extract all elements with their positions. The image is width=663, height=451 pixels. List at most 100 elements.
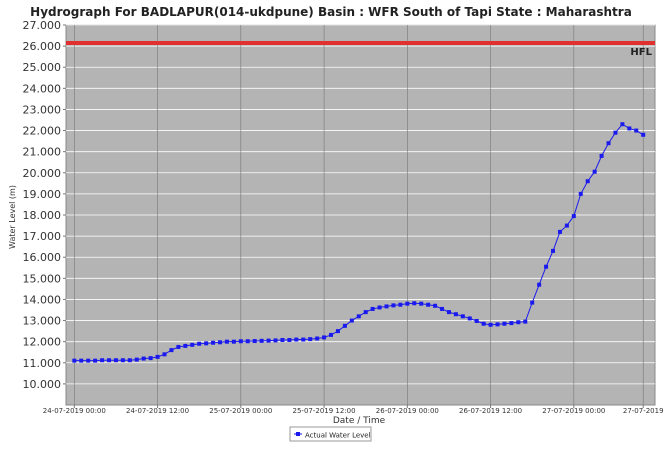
data-point [113,358,118,363]
y-tick-label: 18.000 [23,209,62,222]
legend-box [289,426,372,442]
data-point [578,191,583,196]
data-point [585,179,590,184]
data-point [599,153,604,158]
data-point [537,282,542,287]
data-point [211,340,216,345]
data-point [301,337,306,342]
x-tick-label: 24-07-2019 00:00 [43,407,106,415]
y-tick-label: 20.000 [23,167,62,180]
data-point [523,319,528,324]
x-tick-label: 24-07-2019 12:00 [126,407,189,415]
legend-marker [296,432,300,436]
x-tick-label: 25-07-2019 00:00 [209,407,272,415]
y-tick-label: 25.000 [23,61,62,74]
data-point [377,305,382,310]
y-tick-label: 24.000 [23,82,62,95]
data-point [634,128,639,133]
y-tick-label: 16.000 [23,251,62,264]
y-tick-label: 19.000 [23,188,62,201]
data-point [176,344,181,349]
y-tick-label: 15.000 [23,272,62,285]
x-tick-label: 27-07-2019 [623,407,663,415]
data-point [349,318,354,323]
y-tick-label: 22.000 [23,125,62,138]
y-tick-label: 27.000 [23,19,62,32]
grid-lines [66,24,655,405]
data-point [564,223,569,228]
data-point [440,306,445,311]
y-tick-label: 12.000 [23,336,62,349]
data-point [134,357,139,362]
data-point [481,321,486,326]
data-point [238,339,243,344]
y-tick-label: 23.000 [23,103,62,116]
data-point [426,302,431,307]
data-point [641,132,646,137]
hfl-label: HFL [630,47,652,58]
data-point [620,122,625,127]
data-point [335,329,340,334]
data-point [322,335,327,340]
x-tick-label: 26-07-2019 12:00 [459,407,522,415]
data-point [412,301,417,306]
data-point [93,358,98,363]
data-point [606,141,611,146]
data-point [474,318,479,323]
data-point [356,314,361,319]
data-point [148,356,153,361]
data-point [72,358,77,363]
data-point [100,358,105,363]
data-point [107,358,112,363]
data-point [287,337,292,342]
y-tick-label: 14.000 [23,293,62,306]
y-tick-label: 11.000 [23,357,62,370]
legend: Actual Water Level [289,426,372,442]
data-point [252,339,257,344]
y-tick-label: 13.000 [23,315,62,328]
x-tick-label: 25-07-2019 12:00 [293,407,356,415]
data-point [398,302,403,307]
data-point [224,339,229,344]
data-point [467,316,472,321]
data-point [294,337,299,342]
data-point [162,352,167,357]
data-point [384,304,389,309]
legend-label-actual-water-level: Actual Water Level [305,432,371,440]
data-point [218,340,223,345]
data-point [259,338,264,343]
data-point [204,341,209,346]
data-point [197,341,202,346]
data-point [551,248,556,253]
data-point [433,303,438,308]
data-point [495,322,500,327]
data-point [592,169,597,174]
data-point [155,354,160,359]
data-point [446,310,451,315]
data-point [627,126,632,131]
data-point [127,358,132,363]
data-point [183,343,188,348]
data-point [169,348,174,353]
data-point [488,322,493,327]
y-tick-labels: 10.000 11.000 12.000 13.000 14.000 15.000 16.0… [23,19,66,391]
data-point [405,301,410,306]
data-point [79,358,84,363]
y-tick-label: 21.000 [23,146,62,159]
data-point [419,301,424,306]
data-point [544,264,549,269]
data-point [370,306,375,311]
data-point [453,312,458,317]
data-point [363,310,368,315]
data-point [460,314,465,319]
data-point [502,321,507,326]
data-point [141,356,146,361]
data-point [516,320,521,325]
data-point [315,336,320,341]
series-layer [72,122,646,363]
data-point [273,338,278,343]
x-axis-label: Date / Time [333,416,386,426]
data-point [391,303,396,308]
